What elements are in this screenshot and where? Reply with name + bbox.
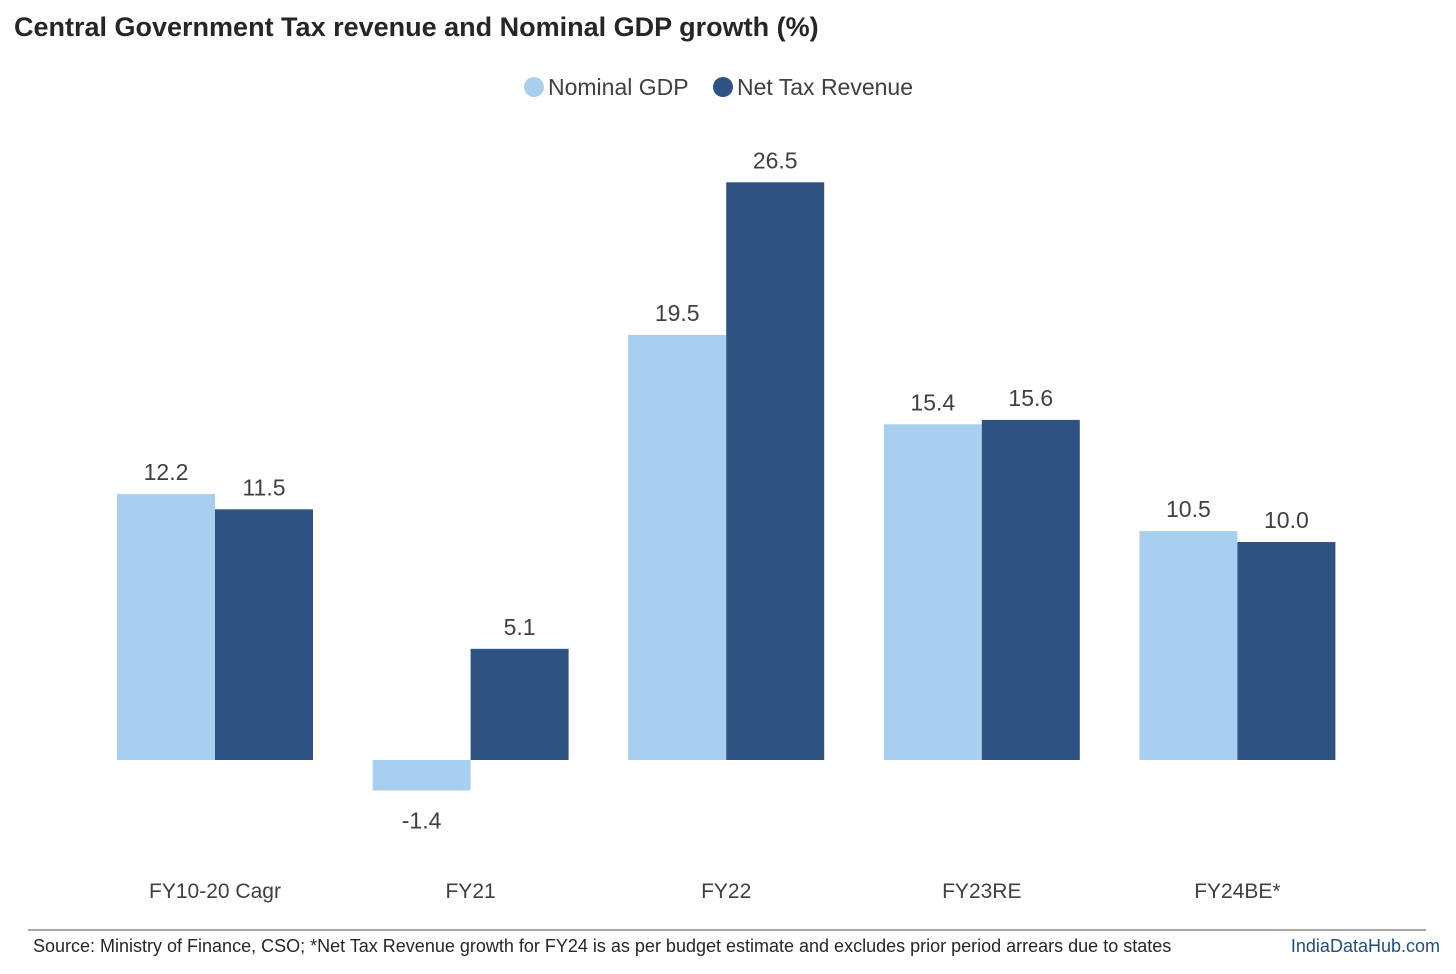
bar-nominal-gdp-fy22 (628, 334, 727, 760)
source-note: Source: Ministry of Finance, CSO; *Net T… (33, 936, 1172, 956)
bar-nominal-gdp-fy24be (1139, 531, 1238, 760)
bar-nominal-gdp-fy23re (883, 424, 982, 760)
x-tick-fy22: FY22 (701, 880, 751, 903)
x-axis-ticks: FY10-20 Cagr FY21 FY22 FY23RE FY24BE* (149, 880, 1281, 903)
legend: Nominal GDP Net Tax Revenue (524, 74, 913, 100)
chart-title: Central Government Tax revenue and Nomin… (14, 12, 819, 42)
data-label-net-tax-revenue-fy24be: 10.0 (1264, 507, 1309, 533)
bar-net-tax-revenue-fy10-20-cagr (215, 509, 313, 760)
data-label-nominal-gdp-fy23re: 15.4 (910, 389, 955, 415)
data-label-net-tax-revenue-fy22: 26.5 (753, 147, 798, 173)
legend-marker-nominal-gdp (524, 77, 544, 97)
footer-divider (28, 929, 1426, 931)
bar-nominal-gdp-fy21 (372, 760, 471, 791)
data-label-net-tax-revenue-fy21: 5.1 (504, 614, 536, 640)
brand-label: IndiaDataHub.com (1290, 936, 1440, 956)
legend-label-nominal-gdp: Nominal GDP (548, 74, 689, 100)
bar-nominal-gdp-fy10-20-cagr (117, 494, 215, 760)
data-label-net-tax-revenue-fy23re: 15.6 (1008, 385, 1053, 411)
data-label-nominal-gdp-fy10-20-cagr: 12.2 (144, 459, 189, 485)
data-label-nominal-gdp-fy21: -1.4 (402, 808, 442, 834)
bar-net-tax-revenue-fy24be (1237, 542, 1336, 760)
x-tick-fy24be: FY24BE* (1194, 880, 1280, 903)
data-label-nominal-gdp-fy24be: 10.5 (1166, 496, 1211, 522)
legend-label-net-tax-revenue: Net Tax Revenue (737, 74, 913, 100)
x-tick-fy21: FY21 (445, 880, 495, 903)
data-label-nominal-gdp-fy22: 19.5 (655, 300, 700, 326)
bar-net-tax-revenue-fy23re (981, 419, 1080, 760)
legend-marker-net-tax-revenue (713, 77, 733, 97)
x-tick-fy23re: FY23RE (942, 880, 1021, 903)
bar-net-tax-revenue-fy22 (726, 182, 825, 761)
bars-group (117, 182, 1336, 791)
bar-net-tax-revenue-fy21 (470, 648, 569, 760)
data-label-net-tax-revenue-fy10-20-cagr: 11.5 (242, 474, 285, 500)
data-labels-group: 12.2 11.5 -1.4 5.1 19.5 26.5 15.4 15.6 10.5 10.0 (144, 147, 1309, 833)
x-tick-fy10-20-cagr: FY10-20 Cagr (149, 880, 281, 903)
